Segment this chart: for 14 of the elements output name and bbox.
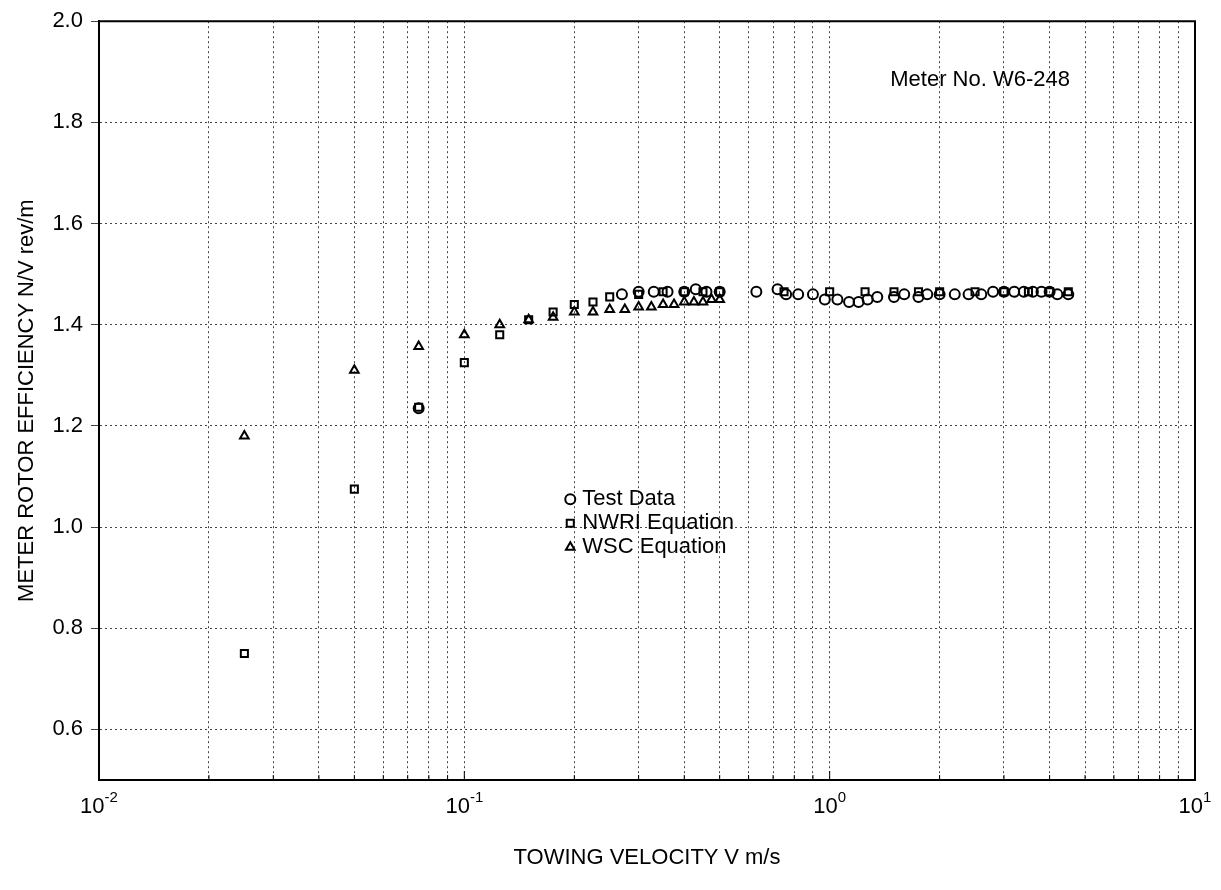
y-tick-label: 1.6 <box>52 209 83 235</box>
legend-label: NWRI Equation <box>582 509 734 535</box>
y-axis-title: METER ROTOR EFFICIENCY N/V rev/m <box>13 199 39 602</box>
y-tick-label: 1.0 <box>52 513 83 539</box>
y-tick-label: 1.2 <box>52 411 83 437</box>
annotation: Meter No. W6-248 <box>890 66 1070 92</box>
y-tick-label: 0.6 <box>52 715 83 741</box>
x-axis-title: TOWING VELOCITY V m/s <box>513 843 781 869</box>
legend-label: Test Data <box>582 485 676 511</box>
y-tick-label: 0.8 <box>52 614 83 640</box>
y-tick-label: 1.4 <box>52 310 83 336</box>
y-tick-label: 2.0 <box>52 7 83 33</box>
legend-label: WSC Equation <box>582 533 727 559</box>
y-tick-label: 1.8 <box>52 108 83 134</box>
